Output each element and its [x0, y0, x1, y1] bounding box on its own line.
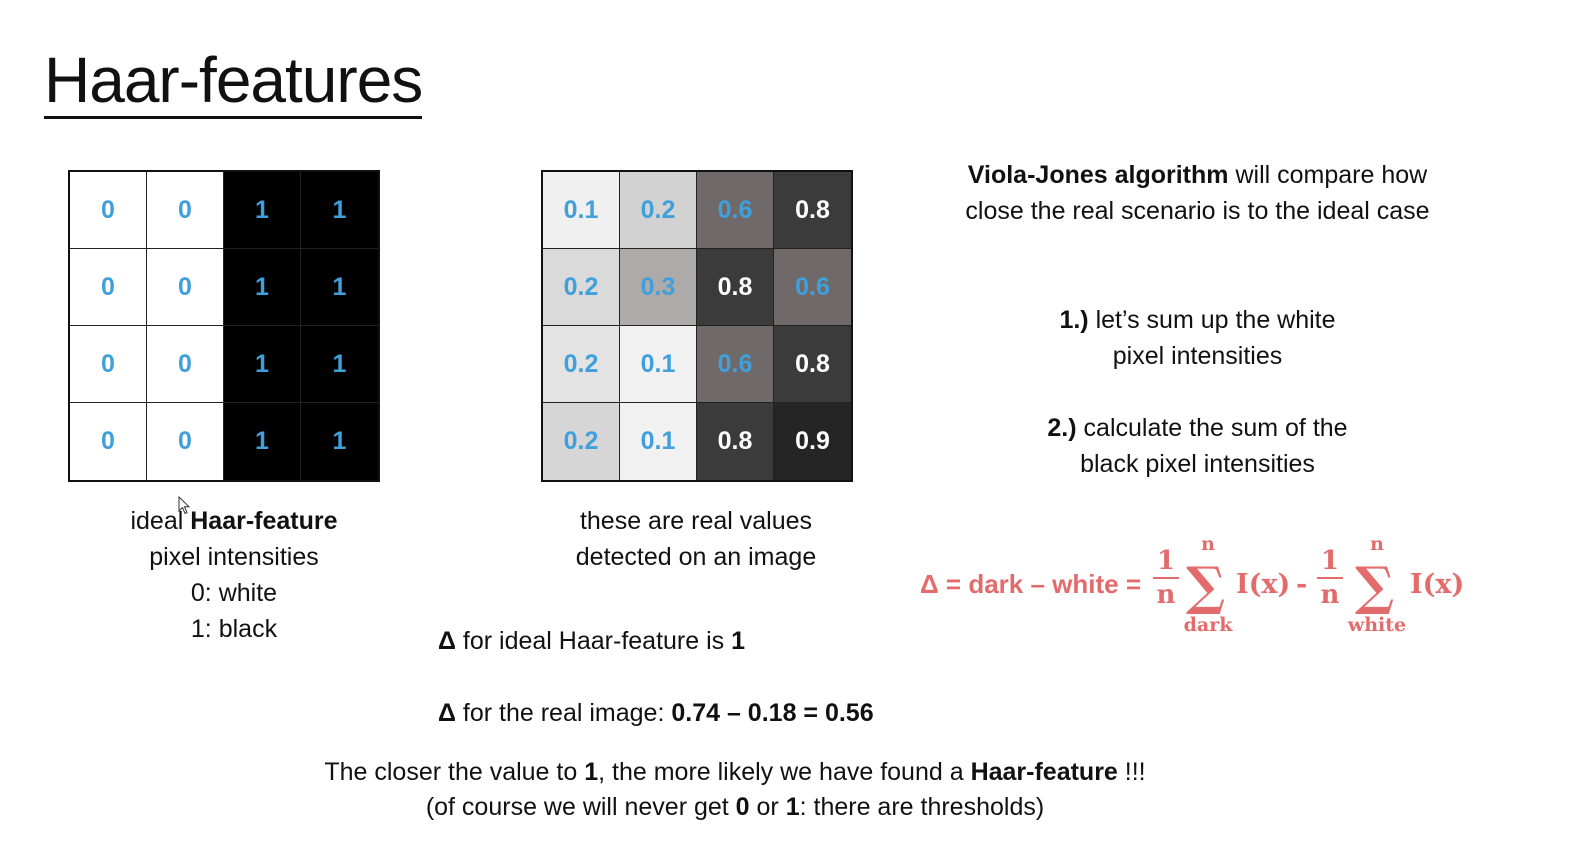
- fraction-dark: 1 n: [1153, 547, 1179, 609]
- grid-cell: 0: [70, 172, 147, 249]
- caption-line: 0: white: [190, 579, 278, 607]
- step-number: 2.): [1047, 414, 1077, 442]
- grid-cell: 1: [224, 172, 301, 249]
- grid-cell: 1: [301, 326, 378, 403]
- grid-cell: 0.3: [620, 249, 697, 326]
- sum-symbol: ∑: [1355, 556, 1395, 617]
- sum-upper-limit: n: [1201, 533, 1215, 555]
- delta-ideal-statement: Δ for ideal Haar-feature is 1: [438, 623, 745, 659]
- slide-title: Haar-features: [44, 48, 423, 119]
- step-text: black pixel intensities: [1080, 450, 1315, 478]
- text-bold: 0: [735, 793, 750, 821]
- delta-real-statement: Δ for the real image: 0.74 – 0.18 = 0.56: [438, 695, 874, 731]
- caption-line: pixel intensities: [149, 543, 319, 571]
- fraction-denominator: n: [1320, 580, 1340, 610]
- statement-text: for ideal Haar-feature is: [455, 627, 732, 655]
- step-2: 2.) calculate the sum of the black pixel…: [950, 410, 1445, 482]
- step-text: let’s sum up the white: [1088, 306, 1336, 334]
- description-text: will compare how close the real scenario…: [965, 161, 1430, 225]
- grid-cell: 1: [301, 172, 378, 249]
- statement-text: for the real image:: [455, 699, 672, 727]
- mouse-pointer-icon: [178, 496, 191, 515]
- grid-cell: 0.1: [620, 326, 697, 403]
- algorithm-description: Viola-Jones algorithm will compare how c…: [950, 157, 1445, 229]
- algorithm-name: Viola-Jones algorithm: [967, 161, 1229, 189]
- step-1: 1.) let’s sum up the white pixel intensi…: [950, 302, 1445, 374]
- grid-cell: 1: [301, 403, 378, 480]
- fraction-numerator: 1: [1156, 546, 1176, 576]
- intensity-term: I(x): [1236, 569, 1291, 600]
- sum-symbol: ∑: [1186, 556, 1226, 617]
- grid-cell: 0: [147, 172, 224, 249]
- grid-cell: 0.8: [774, 326, 851, 403]
- fraction-bar: [1317, 577, 1343, 579]
- delta-symbol: Δ: [438, 627, 456, 655]
- grid-cell: 1: [224, 326, 301, 403]
- step-number: 1.): [1059, 306, 1089, 334]
- conclusion-line-1: The closer the value to 1, the more like…: [200, 754, 1270, 790]
- grid-cell: 0: [70, 326, 147, 403]
- text-segment: !!!: [1117, 758, 1146, 786]
- minus-sign: -: [1296, 569, 1308, 600]
- grid-cell: 0.6: [697, 172, 774, 249]
- grid-cell: 1: [301, 249, 378, 326]
- statement-value: 0.74 – 0.18 = 0.56: [671, 699, 874, 727]
- text-segment: : there are thresholds): [799, 793, 1045, 821]
- grid-cell: 0.2: [620, 172, 697, 249]
- grid-cell: 0.9: [774, 403, 851, 480]
- grid-cell: 0.6: [697, 326, 774, 403]
- grid-cell: 0.8: [697, 249, 774, 326]
- grid-cell: 1: [224, 403, 301, 480]
- delta-symbol: Δ: [438, 699, 456, 727]
- grid-cell: 0: [70, 249, 147, 326]
- formula-lhs: Δ = dark – white =: [920, 569, 1141, 599]
- step-text: calculate the sum of the: [1076, 414, 1348, 442]
- text-segment: or: [749, 793, 786, 821]
- text-bold: 1: [584, 758, 599, 786]
- fraction-denominator: n: [1156, 580, 1176, 610]
- grid-cell: 0.1: [620, 403, 697, 480]
- real-values-grid: 0.1 0.2 0.6 0.8 0.2 0.3 0.8 0.6 0.2 0.1 0.6 0.8 0.2 0…: [541, 170, 853, 482]
- caption-prefix: ideal: [130, 507, 191, 535]
- intensity-term: I(x): [1410, 569, 1465, 600]
- grid-cell: 0: [70, 403, 147, 480]
- grid-cell: 0.1: [543, 172, 620, 249]
- grid-cell: 0: [147, 249, 224, 326]
- text-bold: 1: [785, 793, 800, 821]
- statement-value: 1: [731, 627, 745, 655]
- fraction-white: 1 n: [1317, 547, 1343, 609]
- real-grid-caption: these are real values detected on an ima…: [536, 503, 856, 575]
- conclusion-line-2: (of course we will never get 0 or 1: the…: [200, 789, 1270, 825]
- sum-lower-limit: white: [1347, 614, 1407, 636]
- grid-cell: 0: [147, 403, 224, 480]
- grid-cell: 0.2: [543, 326, 620, 403]
- sum-upper-limit: n: [1370, 533, 1384, 555]
- delta-formula: Δ = dark – white = 1 n n ∑ dark I(x) - 1…: [920, 533, 1480, 643]
- step-text: pixel intensities: [1112, 342, 1283, 370]
- grid-cell: 0.2: [543, 403, 620, 480]
- caption-line: these are real values: [579, 507, 813, 535]
- ideal-grid-caption: ideal Haar-feature pixel intensities 0: …: [84, 503, 384, 647]
- grid-cell: 0.6: [774, 249, 851, 326]
- fraction-bar: [1153, 577, 1179, 579]
- grid-cell: 0: [147, 326, 224, 403]
- text-segment: The closer the value to: [324, 758, 585, 786]
- fraction-numerator: 1: [1320, 546, 1340, 576]
- sum-lower-limit: dark: [1183, 614, 1233, 636]
- caption-line: 1: black: [190, 615, 278, 643]
- caption-line: detected on an image: [575, 543, 817, 571]
- text-segment: (of course we will never get: [425, 793, 736, 821]
- text-bold: Haar-feature: [970, 758, 1118, 786]
- text-segment: , the more likely we have found a: [598, 758, 971, 786]
- grid-cell: 0.8: [697, 403, 774, 480]
- grid-cell: 1: [224, 249, 301, 326]
- grid-cell: 0.8: [774, 172, 851, 249]
- caption-bold: Haar-feature: [190, 507, 338, 535]
- grid-cell: 0.2: [543, 249, 620, 326]
